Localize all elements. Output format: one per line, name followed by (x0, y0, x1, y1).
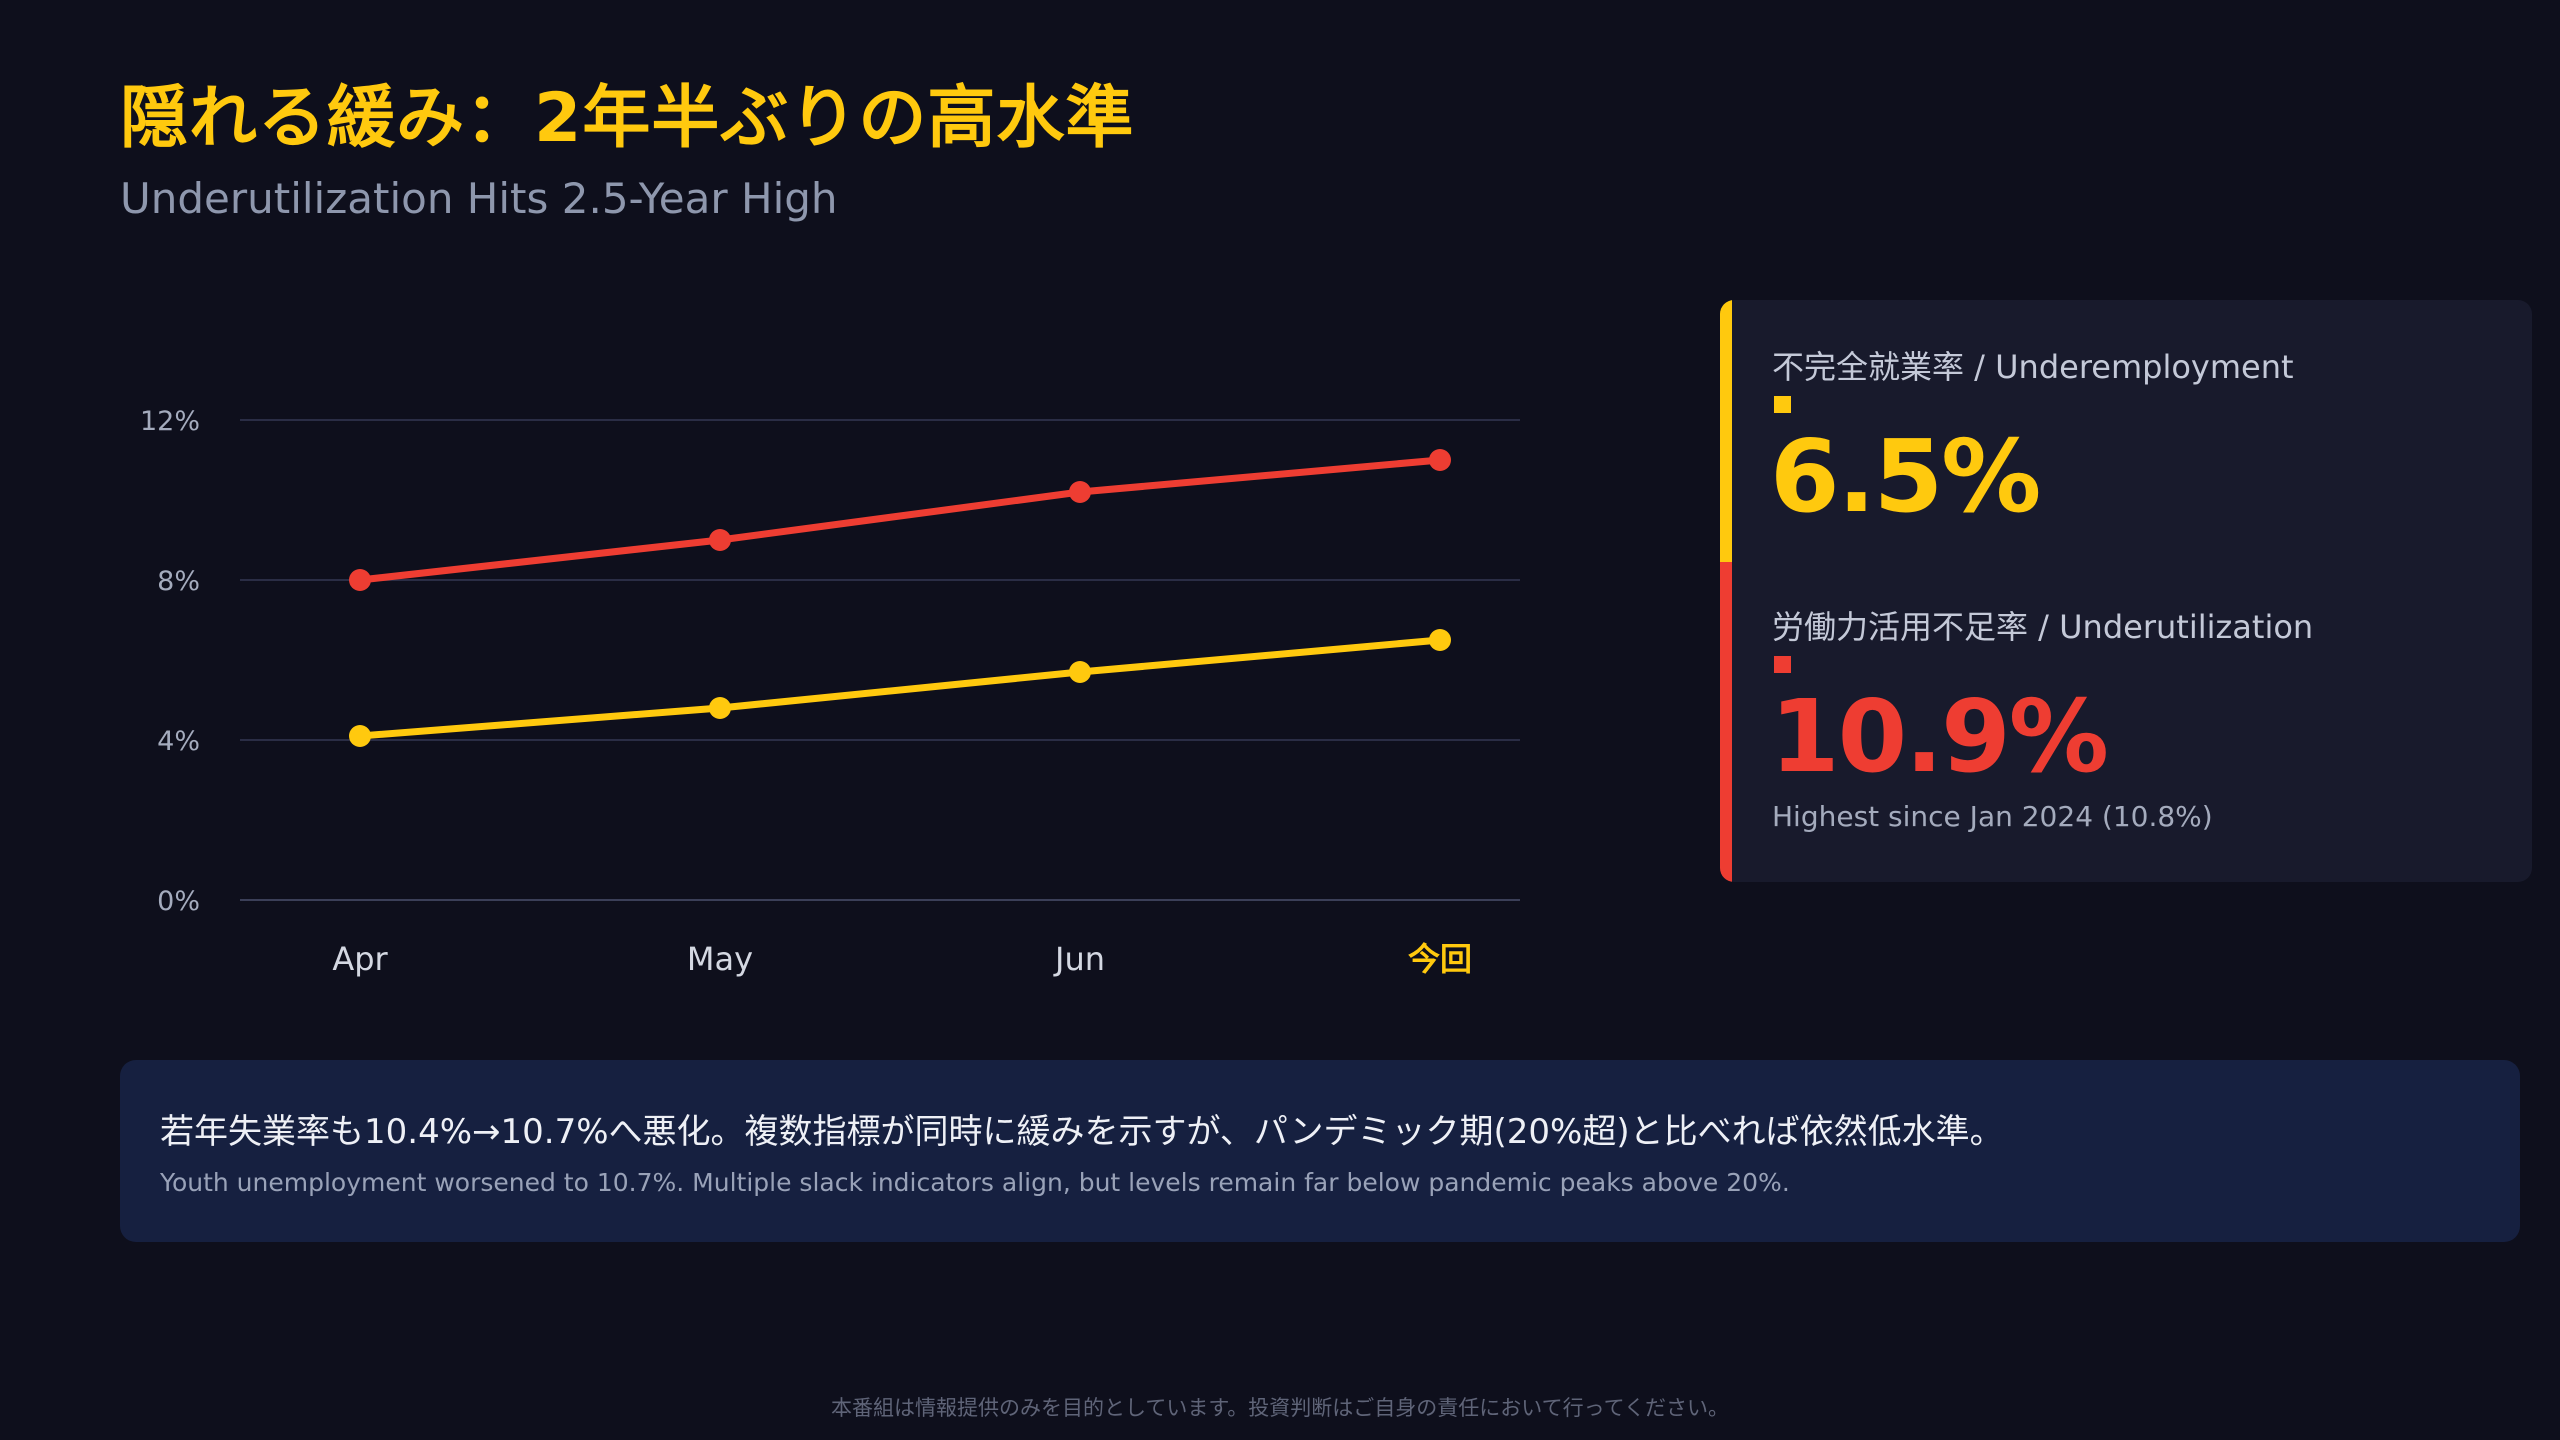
data-point (709, 697, 731, 719)
data-point (1429, 449, 1451, 471)
underutilization-value: 10.9% (1770, 678, 2109, 795)
y-tick-label: 8% (157, 566, 200, 597)
y-tick-label: 4% (157, 726, 200, 757)
series-line (356, 636, 1444, 740)
underemployment-accent-bar (1720, 300, 1732, 562)
x-tick-label: May (687, 940, 753, 978)
underutilization-label: 労働力活用不足率 / Underutilization (1772, 608, 2314, 646)
chart-grid (240, 419, 1520, 901)
page-subtitle: Underutilization Hits 2.5-Year High (120, 174, 838, 223)
insight-callout: 若年失業率も10.4%→10.7%へ悪化。複数指標が同時に緩みを示すが、パンデミ… (120, 1060, 2520, 1242)
x-tick-label: 今回 (1408, 940, 1472, 978)
chart-series (349, 449, 1451, 747)
underutilization-accent-bar (1720, 562, 1732, 882)
series-line (356, 456, 1444, 584)
y-tick-label: 0% (157, 886, 200, 917)
x-axis-ticks: Apr May Jun 今回 (332, 940, 1472, 978)
y-tick-label: 12% (140, 406, 200, 437)
underutilization-note: Highest since Jan 2024 (10.8%) (1772, 800, 2213, 833)
callout-main-text: 若年失業率も10.4%→10.7%へ悪化。複数指標が同時に緩みを示すが、パンデミ… (160, 1112, 2004, 1152)
data-point (349, 725, 371, 747)
line-chart: 0% 4% 8% 12% Apr May Jun 今回 (140, 406, 1520, 978)
data-point (1069, 661, 1091, 683)
underemployment-label: 不完全就業率 / Underemployment (1772, 348, 2294, 386)
x-tick-label: Apr (332, 940, 388, 978)
data-point (709, 529, 731, 551)
metrics-panel: 不完全就業率 / Underemployment 6.5% 労働力活用不足率 /… (1720, 300, 2532, 882)
x-tick-label: Jun (1053, 940, 1105, 978)
underemployment-value: 6.5% (1770, 418, 2041, 535)
y-axis-ticks: 0% 4% 8% 12% (140, 406, 200, 917)
page-title: 隠れる緩み：2年半ぶりの高水準 (120, 79, 1135, 158)
data-point (1429, 629, 1451, 651)
disclaimer: 本番組は情報提供のみを目的としています。投資判断はご自身の責任において行ってくだ… (831, 1396, 1729, 1420)
underutilization-marker-icon (1774, 656, 1791, 673)
data-point (349, 569, 371, 591)
underemployment-marker-icon (1774, 396, 1791, 413)
data-point (1069, 481, 1091, 503)
callout-sub-text: Youth unemployment worsened to 10.7%. Mu… (160, 1168, 1790, 1197)
